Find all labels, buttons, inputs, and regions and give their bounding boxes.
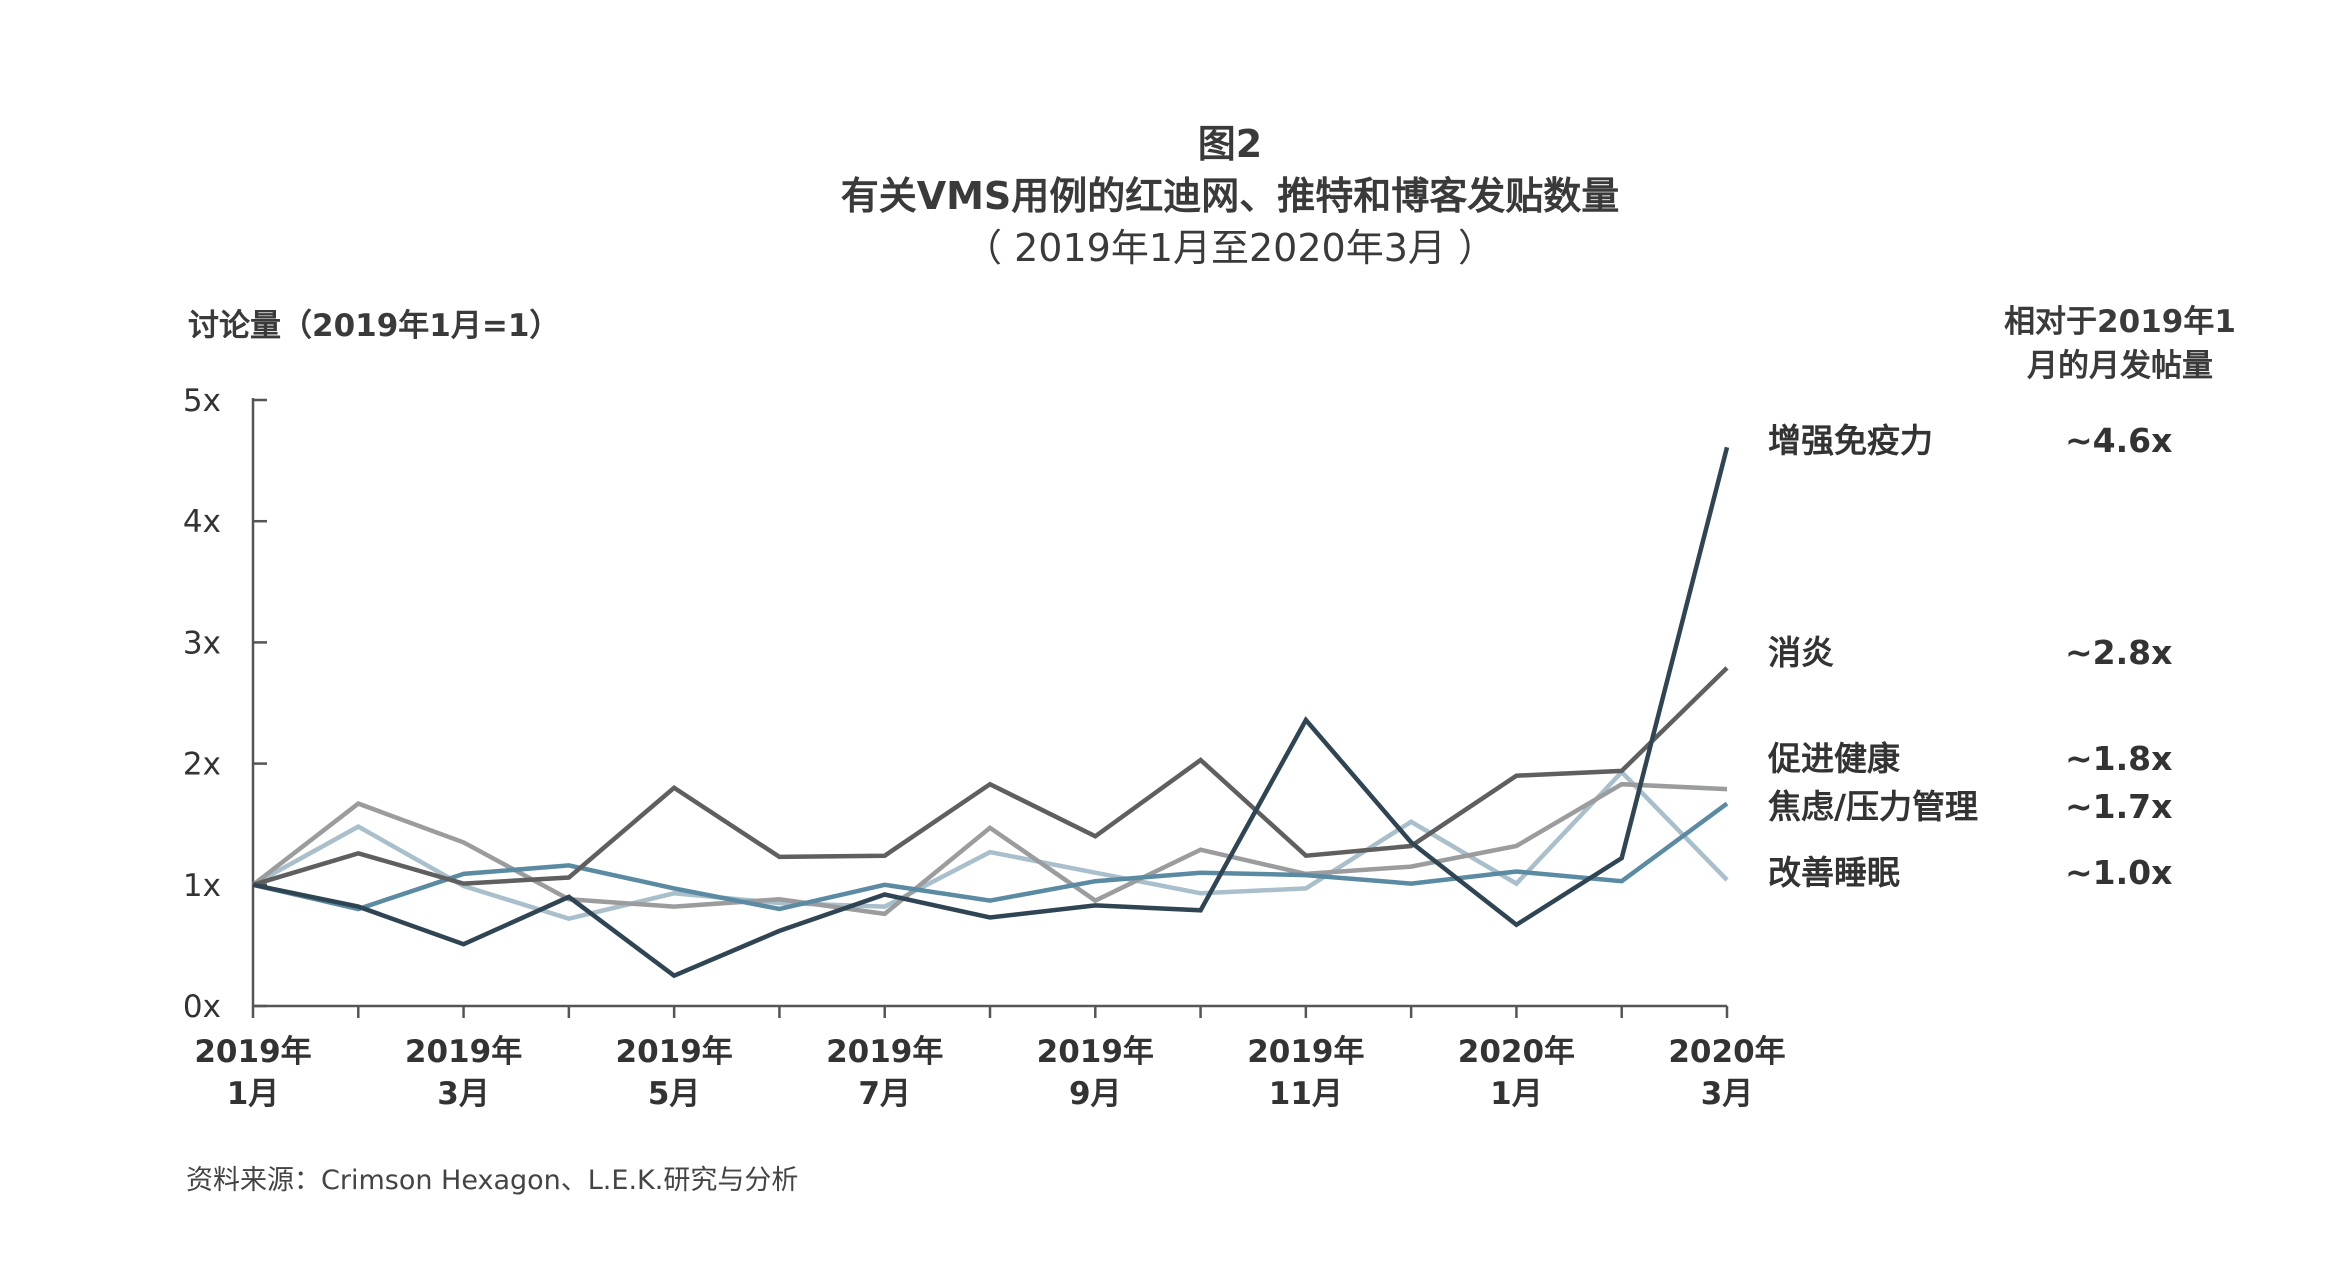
y-tick-label-3: 3x [183, 625, 221, 661]
x-tick-label-2-year: 2019年 [405, 1034, 522, 1070]
series-label-3: 焦虑/压力管理 [1768, 787, 1978, 826]
y-tick-label-2: 2x [183, 747, 221, 783]
ratio-header-line-1: 相对于2019年1 [2004, 304, 2236, 340]
y-tick-label-0: 0x [183, 989, 221, 1025]
ratio-header-line-2: 月的月发帖量 [2027, 348, 2213, 384]
x-tick-label-12-month: 1月 [1490, 1076, 1543, 1112]
series-ratio-2: ~1.8x [2065, 739, 2172, 778]
x-tick-label-6-month: 7月 [858, 1076, 911, 1112]
series-label-1: 消炎 [1768, 633, 1834, 672]
y-tick-label-5: 5x [183, 383, 221, 419]
series-line-1 [252, 666, 1729, 887]
series-ratio-0: ~4.6x [2065, 421, 2172, 460]
chart-title: 图2 [1197, 122, 1263, 166]
chart-period: （ 2019年1月至2020年3月 ） [964, 226, 1496, 270]
chart-subtitle: 有关VMS用例的红迪网、推特和博客发贴数量 [840, 174, 1620, 218]
x-tick-label-10-year: 2019年 [1247, 1034, 1364, 1070]
x-tick-label-4-year: 2019年 [616, 1034, 733, 1070]
series-ratio-3: ~1.7x [2065, 787, 2172, 826]
x-tick-label-14-year: 2020年 [1668, 1034, 1785, 1070]
series-ratio-4: ~1.0x [2065, 853, 2172, 892]
series-label-0: 增强免疫力 [1768, 421, 1933, 460]
x-tick-label-0-month: 1月 [227, 1076, 280, 1112]
series-label-4: 改善睡眠 [1768, 853, 1900, 892]
series-line-3 [252, 801, 1729, 912]
y-tick-label-1: 1x [183, 868, 221, 904]
ratio-column-header: 相对于2019年1 月的月发帖量 [1960, 300, 2280, 388]
chart-title-block: 图2 有关VMS用例的红迪网、推特和博客发贴数量 （ 2019年1月至2020年… [0, 118, 2352, 274]
y-tick-label-4: 4x [183, 504, 221, 540]
series-line-4 [251, 768, 1729, 922]
x-tick-label-8-month: 9月 [1069, 1076, 1122, 1112]
x-tick-label-6-year: 2019年 [826, 1034, 943, 1070]
series-ratio-1: ~2.8x [2065, 633, 2172, 672]
source-note: 资料来源：Crimson Hexagon、L.E.K.研究与分析 [186, 1165, 799, 1196]
x-tick-label-0-year: 2019年 [194, 1034, 311, 1070]
series-line-2 [251, 781, 1728, 917]
x-tick-label-2-month: 3月 [437, 1076, 490, 1112]
x-tick-label-12-year: 2020年 [1458, 1034, 1575, 1070]
x-tick-label-8-year: 2019年 [1037, 1034, 1154, 1070]
x-tick-label-4-month: 5月 [648, 1076, 701, 1112]
x-tick-label-14-month: 3月 [1701, 1076, 1754, 1112]
y-axis-label: 讨论量（2019年1月=1） [188, 308, 561, 344]
series-line-0 [252, 446, 1730, 979]
x-tick-label-10-month: 11月 [1269, 1076, 1343, 1112]
series-label-2: 促进健康 [1767, 739, 1901, 778]
